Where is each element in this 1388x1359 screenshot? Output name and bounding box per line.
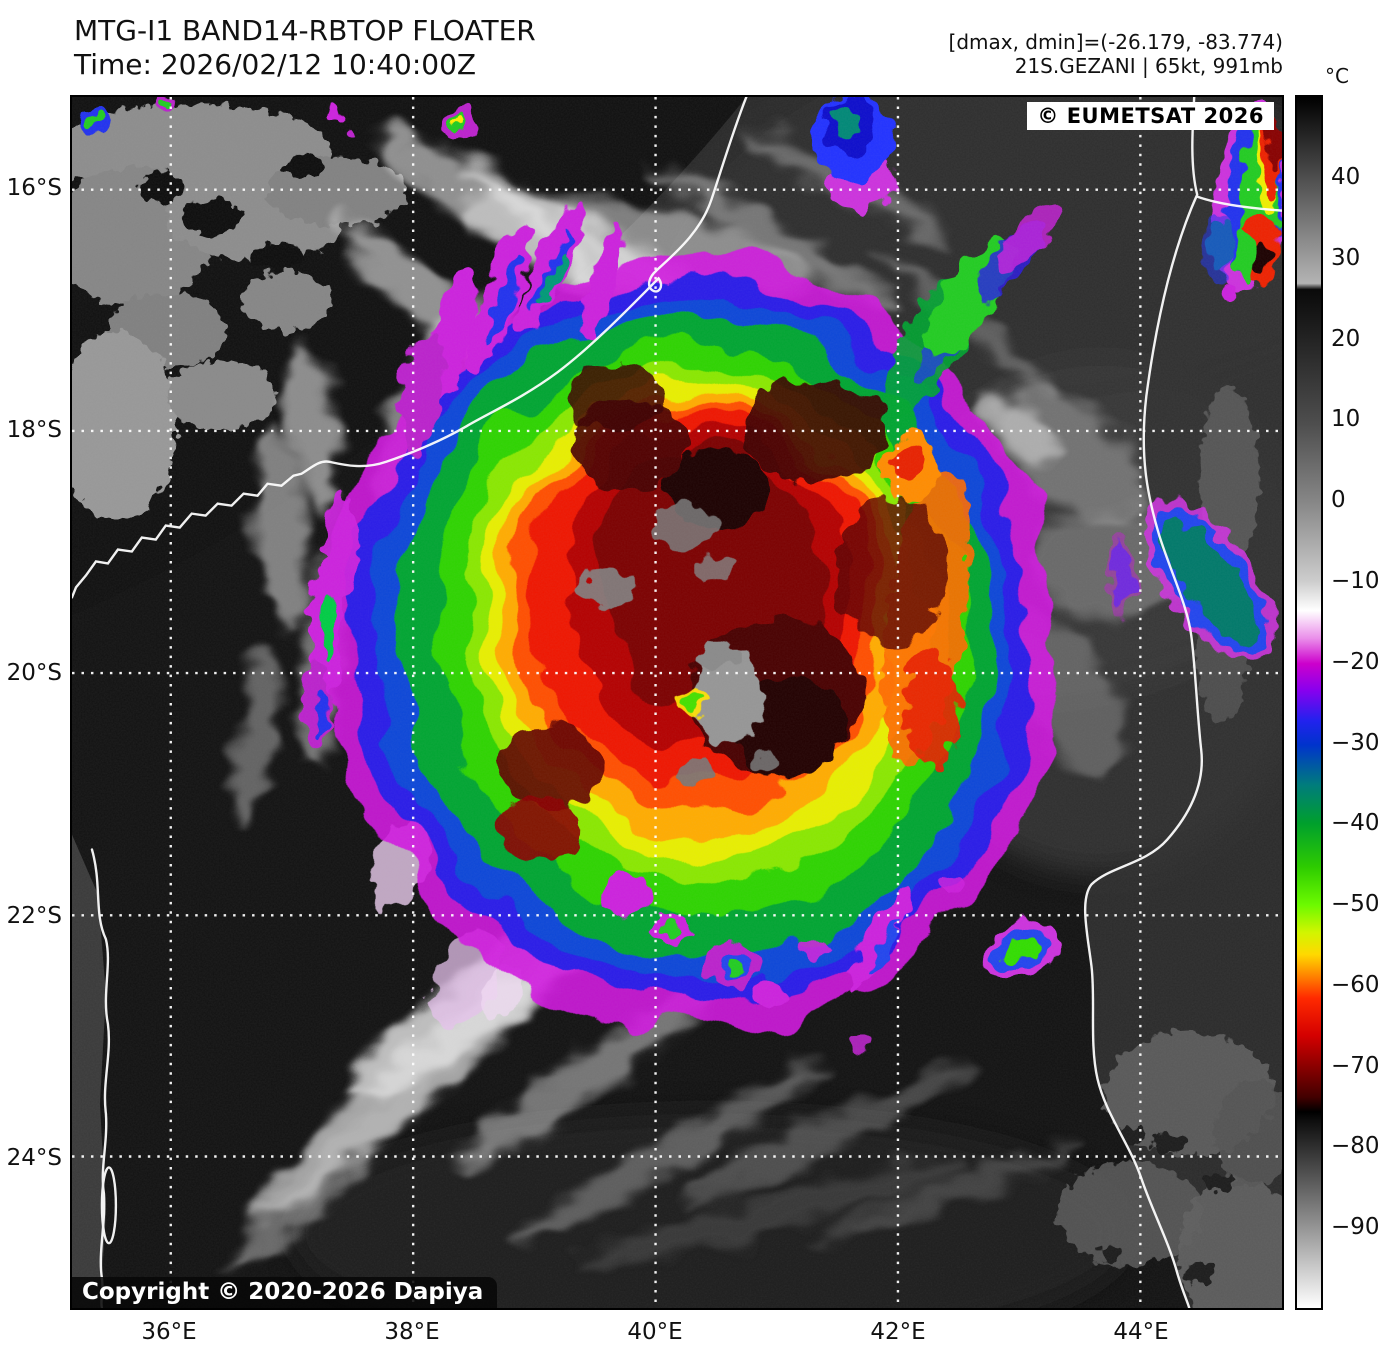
colorbar-tick: −30 (1331, 730, 1380, 756)
colorbar-tick: −40 (1331, 810, 1380, 836)
title-block: MTG-I1 BAND14-RBTOP FLOATER Time: 2026/0… (74, 14, 536, 82)
colorbar-tick: −90 (1331, 1214, 1380, 1240)
lon-label: 44°E (1113, 1319, 1169, 1345)
lon-label: 36°E (141, 1319, 197, 1345)
lon-label: 40°E (627, 1319, 683, 1345)
colorbar-tick: −50 (1331, 891, 1380, 917)
colorbar-tick: 0 (1331, 487, 1346, 513)
colorbar-unit: °C (1325, 64, 1349, 88)
copyright-badge: Copyright © 2020-2026 Dapiya (72, 1277, 498, 1308)
colorbar-tick: 20 (1331, 326, 1361, 352)
lon-label: 38°E (384, 1319, 440, 1345)
image-grain (72, 97, 1282, 1308)
dmax-dmin-value: [dmax, dmin]=(-26.179, -83.774) (948, 30, 1283, 54)
provider-badge: © EUMETSAT 2026 (1027, 102, 1274, 130)
header-right: [dmax, dmin]=(-26.179, -83.774) 21S.GEZA… (949, 30, 1283, 78)
lat-label: 16°S (6, 175, 62, 201)
colorbar-tick: 40 (1331, 164, 1361, 190)
colorbar-tick: −70 (1331, 1053, 1380, 1079)
colorbar (1295, 95, 1323, 1310)
lat-label: 22°S (6, 903, 62, 929)
colorbar-tick: −60 (1331, 972, 1380, 998)
timestamp: Time: 2026/02/12 10:40:00Z (74, 48, 477, 81)
colorbar-tick: −80 (1331, 1133, 1380, 1159)
colorbar-tick: 30 (1331, 245, 1361, 271)
colorbar-tick: 10 (1331, 406, 1361, 432)
lat-label: 18°S (6, 417, 62, 443)
page-title: MTG-I1 BAND14-RBTOP FLOATER (74, 14, 536, 47)
satellite-scene (72, 97, 1282, 1308)
colorbar-tick: −20 (1331, 649, 1380, 675)
satellite-map: © EUMETSAT 2026 Copyright © 2020-2026 Da… (70, 95, 1284, 1310)
colorbar-tick: −10 (1331, 568, 1380, 594)
lon-label: 42°E (870, 1319, 926, 1345)
lat-label: 24°S (6, 1145, 62, 1171)
storm-info: 21S.GEZANI | 65kt, 991mb (1014, 54, 1283, 78)
lat-label: 20°S (6, 660, 62, 686)
